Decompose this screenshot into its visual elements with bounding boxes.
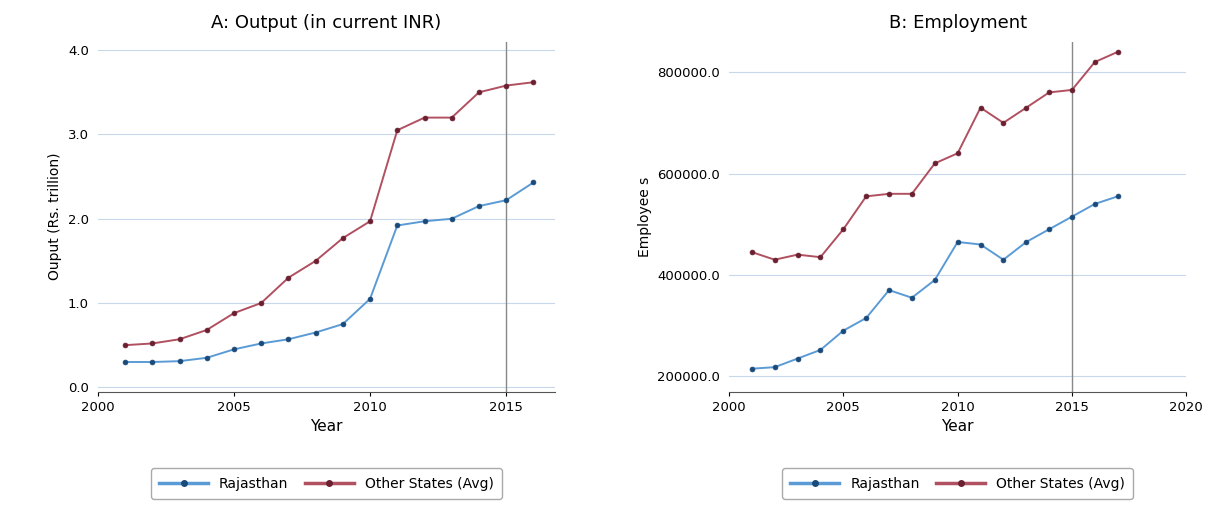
Legend: Rajasthan, Other States (Avg): Rajasthan, Other States (Avg)	[783, 468, 1134, 499]
Y-axis label: Ouput (Rs. trillion): Ouput (Rs. trillion)	[48, 153, 62, 280]
X-axis label: Year: Year	[942, 419, 974, 434]
Title: B: Employment: B: Employment	[889, 14, 1026, 32]
Legend: Rajasthan, Other States (Avg): Rajasthan, Other States (Avg)	[150, 468, 501, 499]
Title: A: Output (in current INR): A: Output (in current INR)	[212, 14, 442, 32]
Y-axis label: Employee s: Employee s	[637, 176, 652, 257]
X-axis label: Year: Year	[311, 419, 342, 434]
